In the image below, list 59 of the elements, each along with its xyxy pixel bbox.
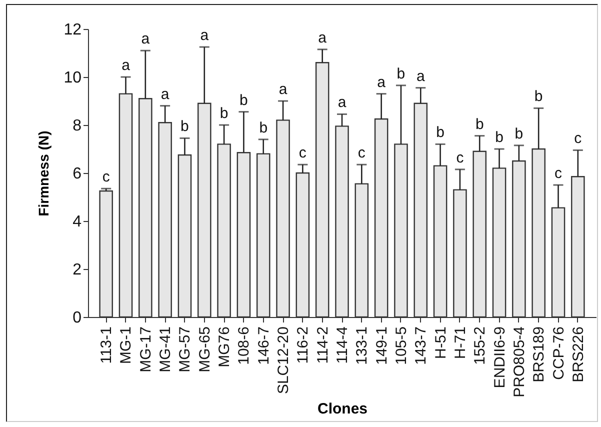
x-tick-label: CCP-76 [550,326,568,380]
x-axis-title: Clones [317,400,368,418]
annotation: b [475,116,484,133]
annotation: a [141,30,150,48]
x-tick-label: 114-2 [314,326,332,364]
annotation: a [416,68,426,85]
y-tick-label: 12 [64,22,82,38]
x-tick-label: H-71 [452,326,469,360]
annotation: a [318,29,328,46]
x-tick-label: 105-5 [392,326,410,365]
annotation: a [122,57,131,74]
x-tick-label: MG76 [216,326,234,368]
x-tick-label: MG-65 [196,326,214,372]
y-tick-label: 4 [72,214,82,230]
x-tick-label: ENDII6-9 [491,326,508,388]
x-tick-label: 143-7 [412,326,430,365]
x-tick-label: MG-41 [157,326,174,372]
annotation: c [554,165,563,182]
x-tick-label: 155-2 [472,326,489,365]
annotation: a [278,81,288,98]
annotation: c [456,149,464,166]
annotation: b [436,124,444,142]
annotation: a [160,86,170,103]
annotation: c [574,130,582,148]
x-tick-label: 108-6 [236,326,253,365]
y-tick-label: 10 [64,70,82,86]
x-tick-label: 113-1 [98,326,116,364]
y-axis-title: Firmness (N) [36,130,52,216]
annotation: c [358,144,366,162]
x-tick-label: PRO805-4 [510,326,528,398]
x-tick-label: MG-17 [137,326,154,372]
x-tick-label: SLC12-20 [275,326,292,394]
x-tick-label: MG-57 [176,326,194,372]
x-tick-label: 114-4 [334,326,351,364]
y-tick-label: 2 [72,262,82,278]
annotation: b [396,65,406,82]
annotation: a [377,74,386,91]
annotation: a [338,94,347,112]
annotation: b [495,129,504,146]
annotation: b [259,119,268,136]
annotation: b [220,105,228,122]
x-tick-label: BRS226 [570,326,587,382]
y-tick-label: 8 [72,118,82,134]
x-tick-label: 146-7 [255,326,272,365]
x-tick-label: 149-1 [373,326,390,365]
x-tick-label: 116-2 [294,326,312,364]
annotation: a [200,27,210,44]
annotation: b [534,88,543,106]
y-tick-label: 6 [72,166,82,182]
annotation: b [240,92,248,109]
annotation: b [180,118,189,136]
x-tick-label: 133-1 [354,326,371,365]
y-tick-label: 0 [72,310,82,326]
x-tick-label: BRS189 [530,326,548,382]
annotation: c [102,168,110,186]
annotation: c [298,144,307,162]
x-tick-label: H-51 [432,326,450,360]
x-tick-label: MG-1 [118,326,135,364]
annotation: b [514,125,524,142]
